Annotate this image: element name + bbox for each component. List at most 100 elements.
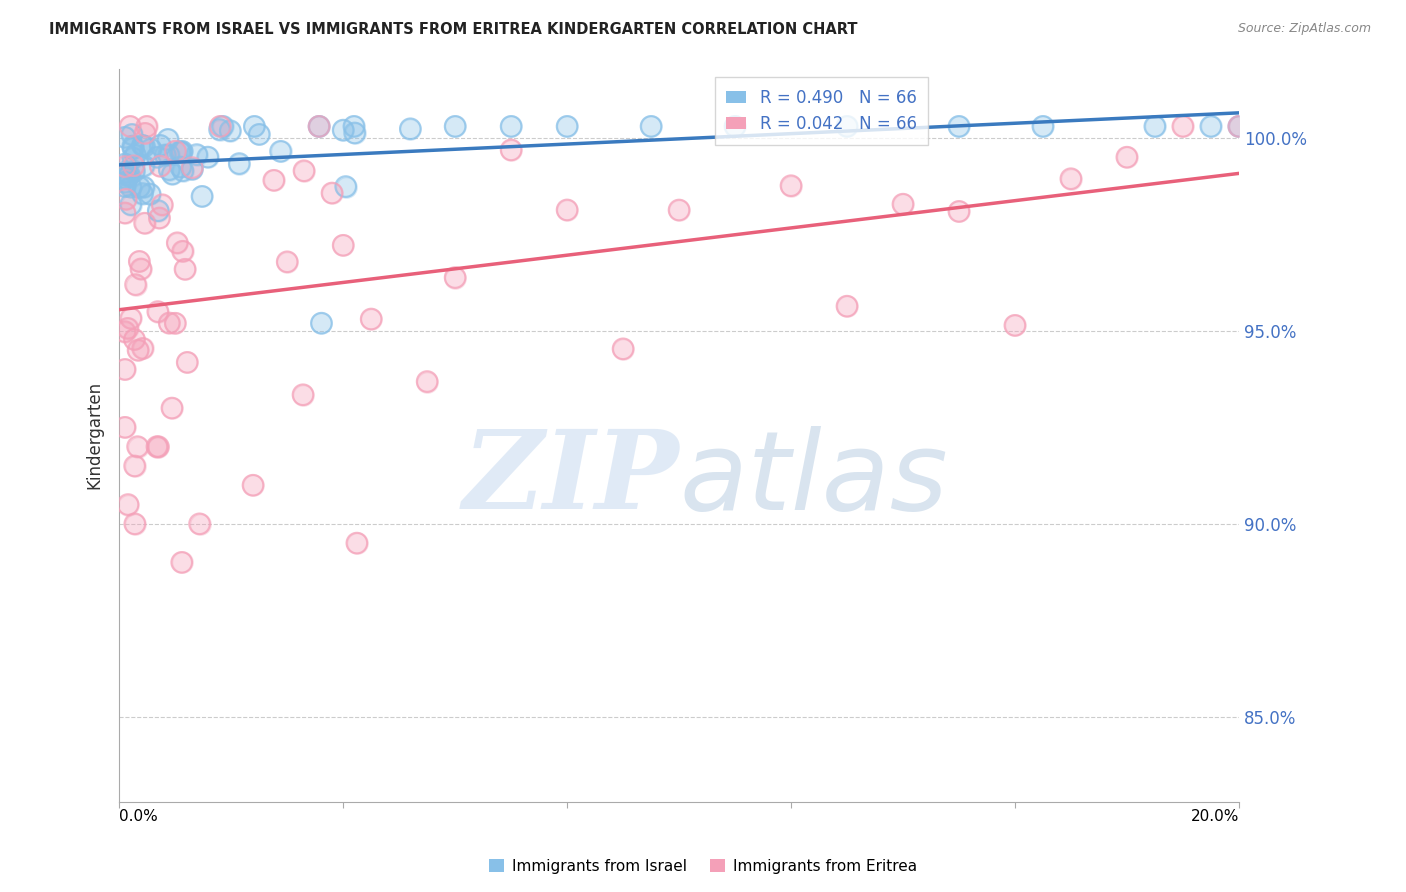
Point bbox=[243, 120, 266, 134]
Point bbox=[124, 148, 146, 162]
Point bbox=[191, 189, 214, 203]
Point bbox=[612, 342, 634, 356]
Point bbox=[162, 167, 184, 181]
Point bbox=[555, 202, 578, 217]
Point bbox=[162, 167, 184, 181]
Point bbox=[181, 161, 204, 175]
Point bbox=[724, 120, 747, 134]
Point bbox=[129, 261, 152, 276]
Point bbox=[219, 124, 242, 138]
Text: IMMIGRANTS FROM ISRAEL VS IMMIGRANTS FROM ERITREA KINDERGARTEN CORRELATION CHART: IMMIGRANTS FROM ISRAEL VS IMMIGRANTS FRO… bbox=[49, 22, 858, 37]
Point bbox=[132, 180, 155, 194]
Point bbox=[1060, 171, 1083, 186]
Point bbox=[124, 458, 146, 473]
Point bbox=[131, 186, 153, 201]
Point bbox=[120, 197, 142, 211]
Point bbox=[197, 150, 219, 164]
Point bbox=[114, 420, 136, 434]
Point bbox=[156, 132, 179, 146]
Point bbox=[948, 204, 970, 219]
Point bbox=[332, 238, 354, 252]
Point bbox=[128, 254, 150, 268]
Point bbox=[134, 216, 156, 230]
Point bbox=[132, 180, 155, 194]
Point bbox=[242, 478, 264, 492]
Point bbox=[146, 440, 169, 454]
Point bbox=[150, 197, 173, 211]
Point bbox=[174, 262, 197, 277]
Point bbox=[115, 171, 138, 186]
Point bbox=[1004, 318, 1026, 333]
Point bbox=[1171, 120, 1194, 134]
Point bbox=[122, 159, 145, 173]
Point bbox=[153, 148, 176, 162]
Point bbox=[343, 120, 366, 134]
Point bbox=[724, 120, 747, 134]
Point bbox=[321, 186, 343, 200]
Point bbox=[501, 143, 523, 157]
Point bbox=[153, 148, 176, 162]
Point bbox=[555, 120, 578, 134]
Point bbox=[114, 175, 136, 189]
Point bbox=[1199, 120, 1222, 134]
Point bbox=[172, 145, 194, 159]
Point bbox=[332, 123, 354, 137]
Point bbox=[1227, 120, 1250, 134]
Point bbox=[149, 159, 172, 173]
Point bbox=[114, 325, 136, 339]
Point bbox=[228, 156, 250, 170]
Point bbox=[1060, 171, 1083, 186]
Point bbox=[169, 145, 191, 159]
Point bbox=[444, 120, 467, 134]
Point bbox=[120, 197, 142, 211]
Point bbox=[1143, 120, 1166, 134]
Point bbox=[120, 311, 142, 326]
Point bbox=[444, 120, 467, 134]
Point bbox=[181, 162, 204, 177]
Point bbox=[835, 299, 858, 313]
Text: atlas: atlas bbox=[679, 425, 948, 533]
Point bbox=[157, 148, 180, 162]
Point bbox=[292, 163, 315, 178]
Point bbox=[148, 203, 170, 218]
Point bbox=[186, 147, 208, 161]
Text: 20.0%: 20.0% bbox=[1191, 809, 1239, 824]
Point bbox=[308, 120, 330, 134]
Point bbox=[146, 150, 169, 164]
Point bbox=[149, 138, 172, 153]
Point bbox=[308, 120, 330, 134]
Point bbox=[172, 145, 194, 159]
Point bbox=[416, 375, 439, 389]
Point bbox=[172, 244, 194, 259]
Point bbox=[157, 316, 180, 330]
Point bbox=[165, 144, 187, 158]
Point bbox=[114, 130, 136, 145]
Point bbox=[117, 498, 139, 512]
Point bbox=[139, 142, 162, 156]
Point bbox=[148, 203, 170, 218]
Point bbox=[247, 128, 270, 142]
Point bbox=[148, 211, 170, 225]
Point bbox=[121, 139, 143, 153]
Legend: R = 0.490   N = 66, R = 0.042   N = 66: R = 0.490 N = 66, R = 0.042 N = 66 bbox=[714, 77, 928, 145]
Point bbox=[169, 145, 191, 159]
Point bbox=[114, 206, 136, 220]
Point bbox=[114, 325, 136, 339]
Point bbox=[668, 202, 690, 217]
Point bbox=[122, 141, 145, 155]
Point bbox=[166, 235, 188, 250]
Point bbox=[117, 169, 139, 183]
Point bbox=[160, 401, 183, 415]
Point bbox=[114, 157, 136, 171]
Point bbox=[172, 163, 194, 178]
Point bbox=[948, 120, 970, 134]
Point bbox=[399, 121, 422, 136]
Point bbox=[174, 262, 197, 277]
Point bbox=[780, 178, 803, 193]
Point bbox=[292, 163, 315, 178]
Point bbox=[270, 145, 292, 159]
Y-axis label: Kindergarten: Kindergarten bbox=[86, 381, 103, 489]
Point bbox=[176, 355, 198, 369]
Point bbox=[1143, 120, 1166, 134]
Point bbox=[135, 120, 157, 134]
